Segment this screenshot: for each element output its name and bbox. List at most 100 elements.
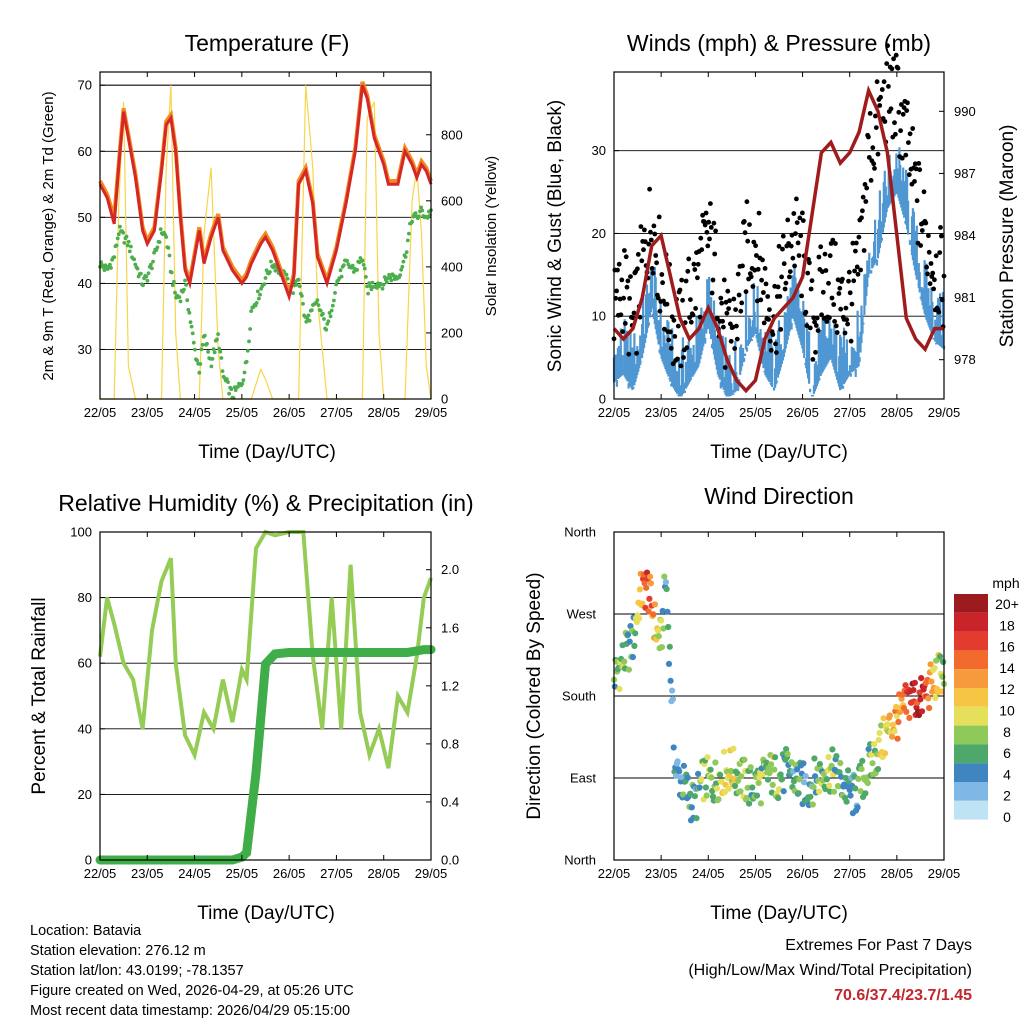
gust-point <box>721 277 727 283</box>
direction-point <box>802 773 809 780</box>
gust-point <box>893 52 899 58</box>
humidity-plot-frame <box>99 531 432 861</box>
gust-point <box>852 268 857 274</box>
dewpoint-point <box>380 286 385 291</box>
direction-point <box>743 795 750 802</box>
gust-point <box>889 66 895 72</box>
gust-point <box>659 272 665 277</box>
gust-point <box>655 295 661 301</box>
gust-point <box>895 65 901 71</box>
gust-point <box>798 233 804 239</box>
dewpoint-point <box>257 296 261 301</box>
dewpoint-point <box>326 319 331 324</box>
humidity-xtick-label: 24/05 <box>178 866 211 881</box>
dewpoint-point <box>364 275 368 279</box>
dewpoint-point <box>209 364 214 369</box>
gust-point <box>637 314 643 320</box>
temperature-y2tick-label: 400 <box>441 259 463 274</box>
gust-point <box>684 345 690 351</box>
gust-point <box>768 347 774 353</box>
winds-xtick-label: 27/05 <box>833 405 866 420</box>
gust-point <box>793 231 798 237</box>
gust-point <box>741 219 747 224</box>
direction-point <box>895 718 902 726</box>
relative-humidity-line <box>98 529 433 769</box>
dewpoint-point <box>116 232 121 237</box>
gust-point <box>635 252 641 257</box>
gust-point <box>863 199 869 204</box>
gust-point <box>891 56 896 62</box>
footer-info: Location: Batavia Station elevation: 276… <box>30 921 354 1021</box>
gust-point <box>820 289 826 295</box>
direction-point <box>713 785 721 792</box>
gust-point <box>623 254 629 260</box>
dewpoint-point <box>115 236 120 241</box>
dewpoint-point <box>200 343 205 347</box>
direction-point <box>663 586 670 593</box>
speed-legend-swatch <box>954 612 988 632</box>
dewpoint-point <box>339 274 344 279</box>
gust-point <box>616 261 622 267</box>
gust-point <box>751 239 757 245</box>
gust-point <box>886 84 891 89</box>
direction-point <box>693 815 700 822</box>
direction-point <box>717 771 724 779</box>
dewpoint-point <box>321 311 325 316</box>
direction-point <box>643 584 650 591</box>
direction-point <box>621 658 628 665</box>
winds-xtick-label: 23/05 <box>645 405 678 420</box>
direction-point <box>629 654 637 661</box>
gust-point <box>829 295 835 301</box>
speed-legend-swatch <box>954 763 988 782</box>
direction-point <box>771 766 778 773</box>
gust-point <box>700 212 705 218</box>
gust-point <box>807 325 813 331</box>
winds-xtick-label: 26/05 <box>786 405 819 420</box>
winds-ytick-label: 30 <box>592 143 606 158</box>
dewpoint-point <box>141 283 145 288</box>
humidity-axes: 0 20 40 60 80 100 0.0 0.4 0.8 1.2 1.6 2.0 22/05 23/05… <box>70 525 459 882</box>
dewpoint-point <box>146 271 151 276</box>
winds-xtick-label: 25/05 <box>739 405 772 420</box>
gust-point <box>861 248 867 253</box>
gust-point <box>868 178 874 183</box>
direction-point <box>830 788 838 795</box>
gust-point <box>708 225 714 230</box>
direction-ytick-label: West <box>567 607 597 622</box>
gust-point <box>670 361 676 367</box>
gust-point <box>858 267 863 273</box>
direction-point <box>809 801 816 808</box>
footer-created: Figure created on Wed, 2026-04-29, at 05… <box>30 983 354 999</box>
direction-point <box>755 779 762 787</box>
footer-latlon: Station lat/lon: 43.0199; -78.1357 <box>30 963 244 979</box>
direction-point <box>823 776 831 783</box>
direction-point <box>625 666 633 673</box>
gust-point <box>709 290 715 296</box>
dewpoint-point <box>205 341 209 346</box>
gust-point <box>693 306 698 311</box>
temperature-ytick-label: 70 <box>78 78 92 93</box>
direction-xtick-label: 22/05 <box>598 866 631 881</box>
gust-point <box>899 102 904 107</box>
gust-point <box>671 317 677 323</box>
winds-axes: 0 10 20 30 978 981 984 987 990 22/05 23/05 24/05 25/… <box>592 72 976 420</box>
direction-point <box>676 768 683 775</box>
gust-point <box>830 237 836 243</box>
gust-point <box>688 297 693 302</box>
humidity-series <box>95 529 436 865</box>
gust-point <box>653 253 659 258</box>
speed-legend-label: 16 <box>999 639 1015 655</box>
temperature-y2tick-label: 200 <box>441 325 463 340</box>
temperature-y2tick-label: 800 <box>441 127 463 142</box>
direction-point <box>864 779 871 787</box>
direction-point <box>712 759 719 766</box>
gust-point <box>849 301 855 307</box>
dewpoint-point <box>114 243 119 248</box>
dewpoint-point <box>182 287 186 292</box>
gust-point <box>738 308 744 314</box>
speed-legend-swatch <box>954 800 988 820</box>
gust-point <box>631 310 637 316</box>
direction-point <box>669 696 677 703</box>
gust-point <box>842 330 848 336</box>
